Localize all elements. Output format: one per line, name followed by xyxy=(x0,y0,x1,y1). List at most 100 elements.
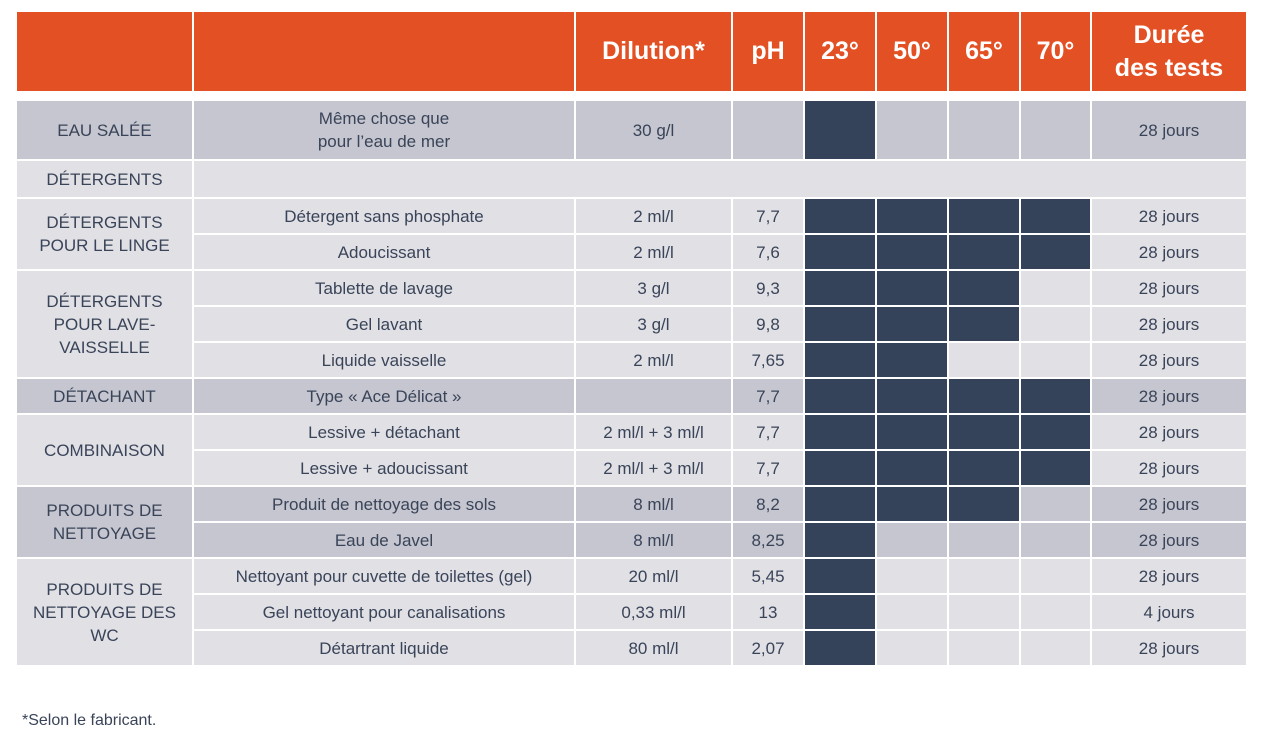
duration-cell: 28 jours xyxy=(1090,449,1248,487)
temp-65-not-tested-cell xyxy=(947,593,1021,631)
temp-50-not-tested-cell xyxy=(875,629,949,667)
temp-50-tested-cell xyxy=(875,305,949,343)
dilution-cell: 20 ml/l xyxy=(574,557,733,595)
header-dilution: Dilution* xyxy=(574,10,733,93)
header-duration: Durée des tests xyxy=(1090,10,1248,93)
product-cell: Eau de Javel xyxy=(192,521,576,559)
table-row: COMBINAISON Lessive + détachant 2 ml/l + 3… xyxy=(15,413,1248,487)
table-row: EAU SALÉE Même chose que pour l’eau de me… xyxy=(15,99,1248,161)
table-row: Gel nettoyant pour canalisations 0,33 ml/… xyxy=(16,593,1248,631)
duration-cell: 28 jours xyxy=(1090,521,1248,559)
table-row: Détartrant liquide 80 ml/l 2,07 28 jours xyxy=(16,629,1248,667)
dilution-cell: 2 ml/l xyxy=(574,197,733,235)
temp-65-not-tested-cell xyxy=(947,629,1021,667)
temp-23-tested-cell xyxy=(803,413,877,451)
duration-cell: 28 jours xyxy=(1090,485,1248,523)
temp-70-not-tested-cell xyxy=(1019,341,1092,379)
table-row: DÉTERGENTS POUR LE LINGE Détergent sans p… xyxy=(15,197,1248,271)
product-cell: Gel lavant xyxy=(192,305,576,343)
temp-50-not-tested-cell xyxy=(875,593,949,631)
temp-70-not-tested-cell xyxy=(1019,269,1092,307)
temp-23-tested-cell xyxy=(803,449,877,487)
category-cell: DÉTERGENTS xyxy=(15,159,194,199)
temp-70-tested-cell xyxy=(1019,413,1092,451)
ph-cell: 7,7 xyxy=(731,449,805,487)
ph-cell: 2,07 xyxy=(731,629,805,667)
header-temp-65: 65° xyxy=(947,10,1021,93)
header-temp-50: 50° xyxy=(875,10,949,93)
duration-cell: 28 jours xyxy=(1090,557,1248,595)
header-temp-70: 70° xyxy=(1019,10,1092,93)
ph-cell: 13 xyxy=(731,593,805,631)
temp-50-tested-cell xyxy=(875,413,949,451)
dilution-cell: 3 g/l xyxy=(574,305,733,343)
duration-cell: 28 jours xyxy=(1090,413,1248,451)
ph-cell: 8,2 xyxy=(731,485,805,523)
ph-cell: 9,8 xyxy=(731,305,805,343)
temp-65-tested-cell xyxy=(947,305,1021,343)
temp-65-not-tested-cell xyxy=(947,99,1021,161)
duration-cell: 28 jours xyxy=(1090,341,1248,379)
dilution-cell: 3 g/l xyxy=(574,269,733,307)
ph-cell: 7,6 xyxy=(731,233,805,271)
temp-70-tested-cell xyxy=(1019,197,1092,235)
category-cell: PRODUITS DE NETTOYAGE xyxy=(15,485,194,559)
product-cell: Détartrant liquide xyxy=(192,629,576,667)
header-category xyxy=(15,10,194,93)
temp-50-tested-cell xyxy=(875,197,949,235)
duration-cell: 28 jours xyxy=(1090,269,1248,307)
product-cell: Adoucissant xyxy=(192,233,576,271)
section-row: DÉTERGENTS xyxy=(15,159,1248,199)
temp-23-tested-cell xyxy=(803,521,877,559)
temp-65-not-tested-cell xyxy=(947,341,1021,379)
dilution-cell: 2 ml/l + 3 ml/l xyxy=(574,449,733,487)
category-cell: EAU SALÉE xyxy=(15,99,194,161)
temp-23-tested-cell xyxy=(803,269,877,307)
product-cell: Détergent sans phosphate xyxy=(192,197,576,235)
spacer xyxy=(16,92,1247,100)
table-row: Gel lavant 3 g/l 9,8 28 jours xyxy=(16,305,1248,343)
temp-70-not-tested-cell xyxy=(1019,629,1092,667)
temp-65-tested-cell xyxy=(947,485,1021,523)
empty-cell xyxy=(192,159,1248,199)
temp-23-tested-cell xyxy=(803,593,877,631)
ph-cell: 9,3 xyxy=(731,269,805,307)
category-cell: COMBINAISON xyxy=(15,413,194,487)
temp-23-tested-cell xyxy=(803,557,877,595)
product-cell: Liquide vaisselle xyxy=(192,341,576,379)
temp-65-tested-cell xyxy=(947,269,1021,307)
temp-50-tested-cell xyxy=(875,449,949,487)
temp-65-tested-cell xyxy=(947,449,1021,487)
table-row: DÉTACHANT Type « Ace Délicat » 7,7 28 jours xyxy=(15,377,1248,415)
table-row: Liquide vaisselle 2 ml/l 7,65 28 jours xyxy=(16,341,1248,379)
temp-50-tested-cell xyxy=(875,485,949,523)
ph-cell: 5,45 xyxy=(731,557,805,595)
duration-cell: 28 jours xyxy=(1090,629,1248,667)
dilution-cell xyxy=(574,377,733,415)
temp-50-tested-cell xyxy=(875,377,949,415)
table-row: DÉTERGENTS POUR LAVE-VAISSELLE Tablette d… xyxy=(15,269,1248,379)
ph-cell: 7,7 xyxy=(731,413,805,451)
dilution-cell: 2 ml/l + 3 ml/l xyxy=(574,413,733,451)
product-cell: Même chose que pour l’eau de mer xyxy=(192,99,576,161)
temp-70-not-tested-cell xyxy=(1019,305,1092,343)
temp-65-not-tested-cell xyxy=(947,557,1021,595)
table-row: PRODUITS DE NETTOYAGE DES WC Nettoyant po… xyxy=(15,557,1248,667)
temp-70-not-tested-cell xyxy=(1019,521,1092,559)
table-body: EAU SALÉE Même chose que pour l’eau de me… xyxy=(15,92,1248,667)
dilution-cell: 2 ml/l xyxy=(574,341,733,379)
temp-23-tested-cell xyxy=(803,341,877,379)
temp-23-tested-cell xyxy=(803,99,877,161)
category-cell: DÉTACHANT xyxy=(15,377,194,415)
product-cell: Lessive + détachant xyxy=(192,413,576,451)
temp-23-tested-cell xyxy=(803,485,877,523)
dilution-cell: 80 ml/l xyxy=(574,629,733,667)
header-ph: pH xyxy=(731,10,805,93)
spacer-row xyxy=(16,92,1247,100)
temp-23-tested-cell xyxy=(803,629,877,667)
header-product xyxy=(192,10,576,93)
product-cell: Produit de nettoyage des sols xyxy=(192,485,576,523)
ph-cell: 7,7 xyxy=(731,197,805,235)
dilution-cell: 30 g/l xyxy=(574,99,733,161)
table-row: Eau de Javel 8 ml/l 8,25 28 jours xyxy=(16,521,1248,559)
